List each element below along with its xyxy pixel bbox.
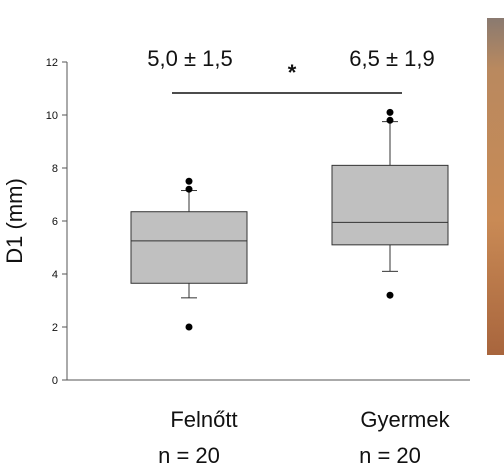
y-tick-label: 12 <box>46 57 58 69</box>
box <box>332 165 448 245</box>
y-tick-label: 10 <box>46 110 58 122</box>
page: {"chart_data": {"type": "box", "y_label"… <box>0 0 504 467</box>
chart: * 5,0 ± 1,5 6,5 ± 1,9 D1 (mm) 0 2 4 6 8 10 12 F… <box>0 0 504 467</box>
x-tick-label: Gyermek <box>360 407 450 432</box>
y-tick-label: 6 <box>52 216 58 228</box>
y-tick-label: 2 <box>52 322 58 334</box>
box <box>131 212 247 284</box>
n-label: n = 20 <box>158 443 220 467</box>
outlier <box>387 109 394 116</box>
y-tick-label: 8 <box>52 163 58 175</box>
stat-label: 5,0 ± 1,5 <box>147 46 232 71</box>
significance-mark: * <box>288 60 297 85</box>
photo-edge <box>487 18 504 355</box>
x-tick-label: Felnőtt <box>170 407 237 432</box>
outlier <box>387 117 394 124</box>
stat-label: 6,5 ± 1,9 <box>349 46 434 71</box>
outlier <box>186 324 193 331</box>
outlier <box>387 292 394 299</box>
y-tick-label: 4 <box>52 269 58 281</box>
n-label: n = 20 <box>359 443 421 467</box>
outlier <box>186 178 193 185</box>
outlier <box>186 186 193 193</box>
y-axis-label: D1 (mm) <box>2 178 27 264</box>
y-tick-label: 0 <box>52 375 58 387</box>
